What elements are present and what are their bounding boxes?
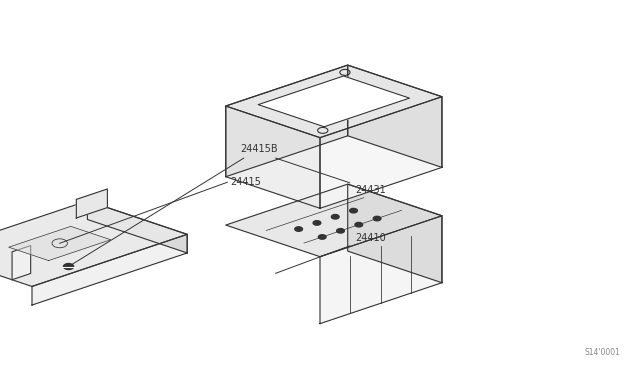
- Circle shape: [63, 264, 74, 269]
- Circle shape: [313, 221, 321, 225]
- Polygon shape: [12, 246, 31, 280]
- Text: 24415: 24415: [230, 177, 261, 187]
- Text: 24410: 24410: [275, 233, 386, 273]
- Polygon shape: [32, 234, 187, 305]
- Text: 64875M: 64875M: [0, 371, 1, 372]
- Polygon shape: [226, 184, 442, 257]
- Circle shape: [373, 217, 381, 221]
- Circle shape: [349, 208, 357, 213]
- Circle shape: [332, 215, 339, 219]
- Polygon shape: [320, 97, 442, 208]
- Polygon shape: [226, 65, 348, 177]
- Polygon shape: [88, 201, 187, 253]
- Polygon shape: [258, 76, 410, 127]
- Polygon shape: [76, 189, 108, 218]
- Text: S14'0001: S14'0001: [585, 348, 621, 357]
- Circle shape: [355, 222, 363, 227]
- Polygon shape: [348, 184, 442, 283]
- Polygon shape: [320, 216, 442, 324]
- Polygon shape: [226, 106, 320, 208]
- Polygon shape: [0, 201, 187, 286]
- Polygon shape: [226, 65, 442, 138]
- Text: 24415BA: 24415BA: [0, 371, 1, 372]
- Text: 24431: 24431: [276, 158, 386, 195]
- Circle shape: [337, 228, 344, 233]
- Polygon shape: [348, 65, 442, 167]
- Circle shape: [295, 227, 303, 231]
- Circle shape: [318, 235, 326, 239]
- Polygon shape: [9, 226, 111, 261]
- Text: 24415B: 24415B: [71, 144, 278, 265]
